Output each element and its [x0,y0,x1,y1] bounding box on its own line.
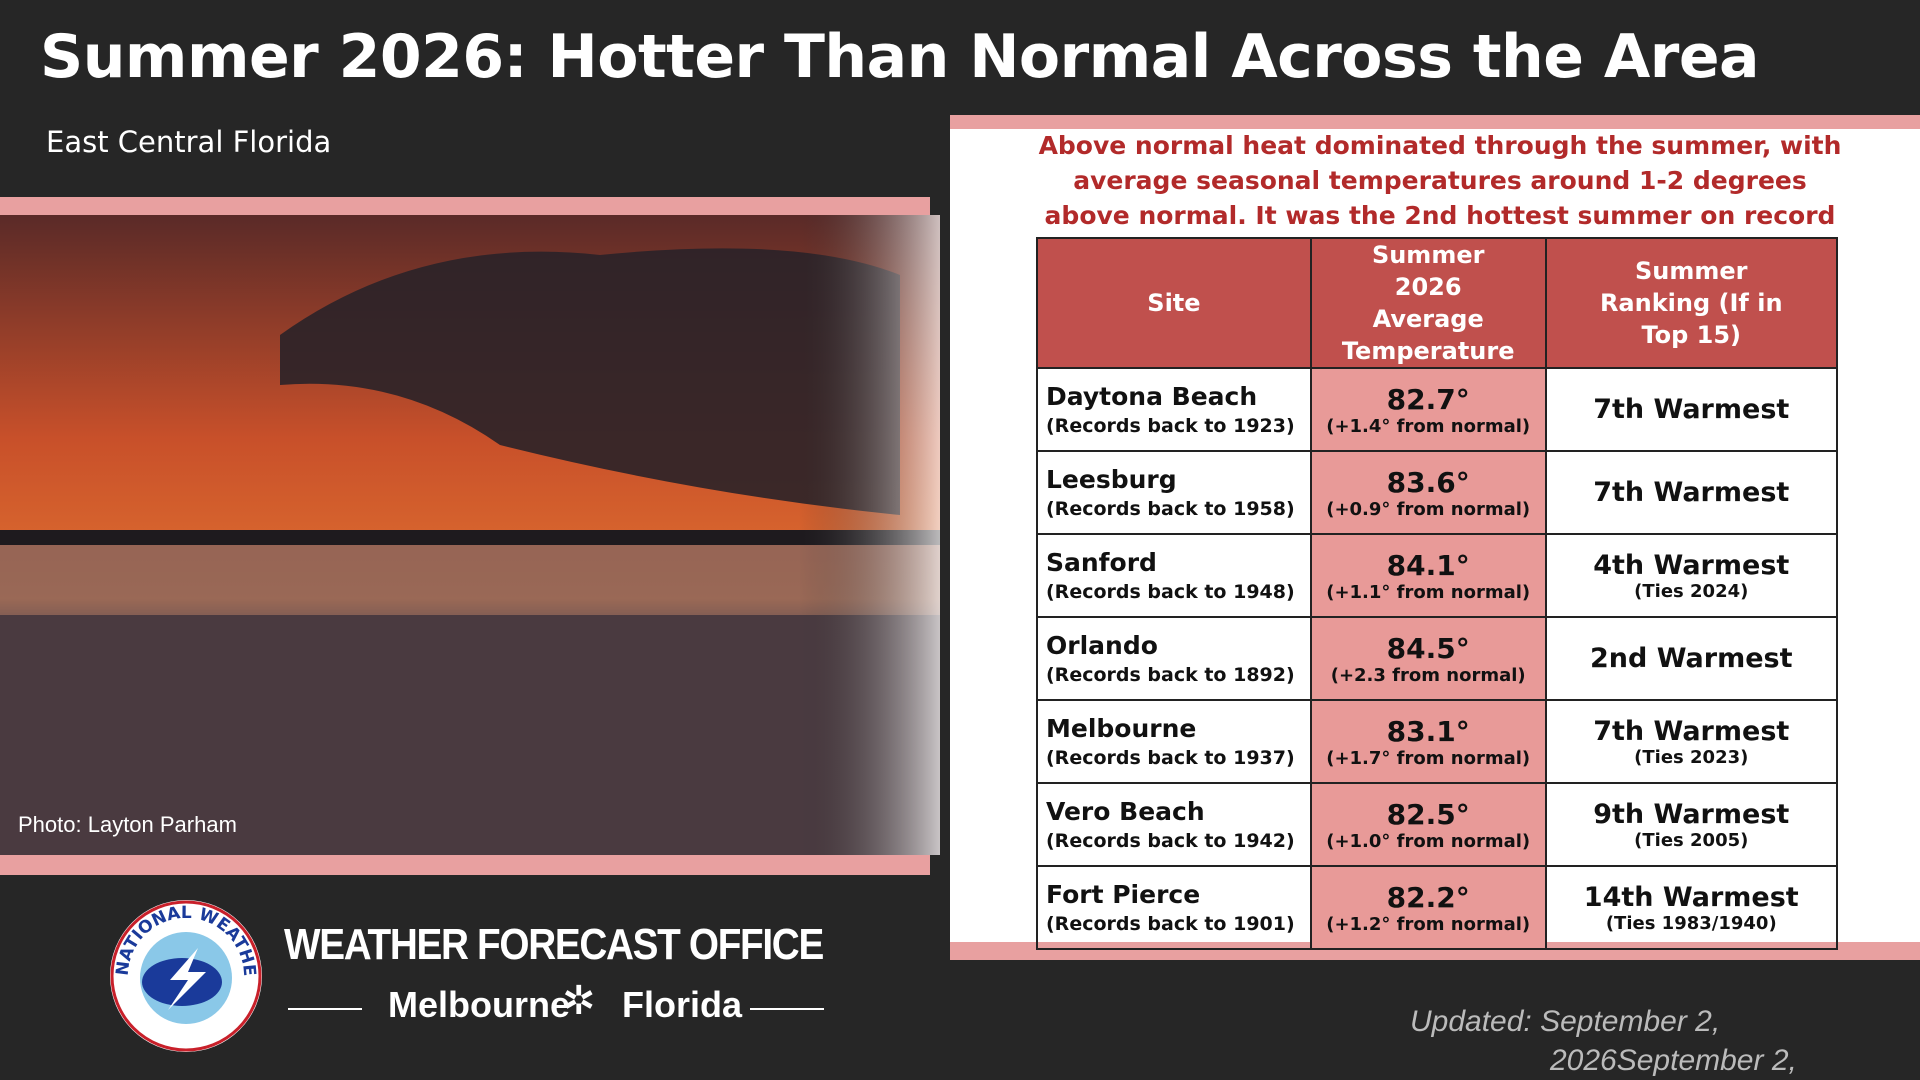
records: (Records back to 1892) [1046,664,1295,686]
office: WEATHER FORECAST OFFICE [284,920,824,969]
site-cell: Daytona Beach (Records back to 1923) [1036,367,1312,452]
records: (Records back to 1948) [1046,581,1295,603]
site-cell: Fort Pierce (Records back to 1901) [1036,865,1312,950]
table: Site Summer 2026 Average Temperature Summe… [1036,237,1838,950]
rank-cell: 7th Warmest [1544,450,1838,535]
photo: Photo: Layton Parham [0,215,940,855]
site-cell: Sanford (Records back to 1948) [1036,533,1312,618]
rank-cell: 7th Warmest (Ties 2023) [1544,699,1838,784]
table-row: Melbourne (Records back to 1937) 83.1° (+1.… [1036,699,1838,784]
departure: (+1.0° from normal) [1326,830,1531,852]
rule-right [750,1008,824,1010]
temp-cell: 82.7° (+1.4° from normal) [1309,367,1547,452]
rank-cell: 2nd Warmest [1544,616,1838,701]
ties: (Ties 2023) [1634,746,1749,768]
departure: (+0.9° from normal) [1326,498,1531,520]
site-cell: Melbourne (Records back to 1937) [1036,699,1312,784]
temperature: 83.6° [1386,465,1470,499]
table-body: Daytona Beach (Records back to 1923) 82.7°… [1036,367,1838,950]
pink-strip-left-bottom [0,855,930,875]
site-cell: Leesburg (Records back to 1958) [1036,450,1312,535]
departure: (+1.4° from normal) [1326,415,1531,437]
temperature: 84.5° [1386,631,1470,665]
temperature: 82.2° [1386,880,1470,914]
ranking: 7th Warmest [1593,394,1790,425]
state: Florida [622,984,743,1025]
temperature: 84.1° [1386,548,1470,582]
updated-2: 2026September 2, [1550,1044,1797,1077]
site-name: Leesburg [1046,465,1177,494]
site-name: Vero Beach [1046,797,1205,826]
ranking: 9th Warmest [1593,798,1790,830]
rank-cell: 14th Warmest (Ties 1983/1940) [1544,865,1838,950]
temperature: 82.5° [1386,797,1470,831]
table-row: Orlando (Records back to 1892) 84.5° (+2.3 … [1036,616,1838,701]
nws-logo: NATIONAL WEATHER SERVICE [108,898,262,1052]
site-name: Sanford [1046,548,1157,577]
ranking: 7th Warmest [1593,477,1790,508]
palm-icon: ✲ [562,978,596,1024]
header-cell: Summer Ranking (If in Top 15) [1544,237,1838,369]
header-cell: Summer 2026 Average Temperature [1309,237,1547,369]
ranking: 14th Warmest [1583,881,1799,913]
site-name: Fort Pierce [1046,880,1201,909]
rank-cell: 7th Warmest [1544,367,1838,452]
temp-cell: 82.5° (+1.0° from normal) [1309,782,1547,867]
records: (Records back to 1937) [1046,747,1295,769]
site-name: Melbourne [1046,714,1197,743]
ties: (Ties 1983/1940) [1605,912,1777,934]
departure: (+1.2° from normal) [1326,913,1531,935]
records: (Records back to 1901) [1046,913,1295,935]
temp-cell: 83.1° (+1.7° from normal) [1309,699,1547,784]
header-cell: Site [1036,237,1312,369]
table-row: Vero Beach (Records back to 1942) 82.5° (+1… [1036,782,1838,867]
subtitle: East Central Florida [46,125,332,159]
updated-1: Updated: September 2, [1410,1005,1721,1038]
table-row: Sanford (Records back to 1948) 84.1° (+1.1°… [1036,533,1838,618]
site-name: Daytona Beach [1046,382,1258,411]
ranking: 2nd Warmest [1589,643,1793,674]
rank-cell: 4th Warmest (Ties 2024) [1544,533,1838,618]
pink-strip-left-top [0,197,930,215]
site-cell: Vero Beach (Records back to 1942) [1036,782,1312,867]
temp-cell: 84.5° (+2.3 from normal) [1309,616,1547,701]
table-row: Fort Pierce (Records back to 1901) 82.2° (+… [1036,865,1838,950]
ranking: 4th Warmest [1593,549,1790,581]
records: (Records back to 1923) [1046,415,1295,437]
photo-credit: Photo: Layton Parham [18,812,237,837]
city: Melbourne [388,984,571,1025]
records: (Records back to 1958) [1046,498,1295,520]
title: Summer 2026: Hotter Than Normal Across t… [40,22,1760,92]
temp-cell: 83.6° (+0.9° from normal) [1309,450,1547,535]
records: (Records back to 1942) [1046,830,1295,852]
temperature: 82.7° [1386,382,1470,416]
ties: (Ties 2005) [1634,829,1749,851]
ranking: 7th Warmest [1593,715,1790,747]
temp-cell: 84.1° (+1.1° from normal) [1309,533,1547,618]
rank-cell: 9th Warmest (Ties 2005) [1544,782,1838,867]
departure: (+1.1° from normal) [1326,581,1531,603]
header-row: Site Summer 2026 Average Temperature Summe… [1036,237,1838,369]
rule-left [288,1008,362,1010]
temperature: 83.1° [1386,714,1470,748]
temp-cell: 82.2° (+1.2° from normal) [1309,865,1547,950]
departure: (+2.3 from normal) [1330,664,1526,686]
site-cell: Orlando (Records back to 1892) [1036,616,1312,701]
departure: (+1.7° from normal) [1326,747,1531,769]
site-name: Orlando [1046,631,1158,660]
table-row: Daytona Beach (Records back to 1923) 82.7°… [1036,367,1838,452]
table-row: Leesburg (Records back to 1958) 83.6° (+0.9… [1036,450,1838,535]
ties: (Ties 2024) [1634,580,1749,602]
